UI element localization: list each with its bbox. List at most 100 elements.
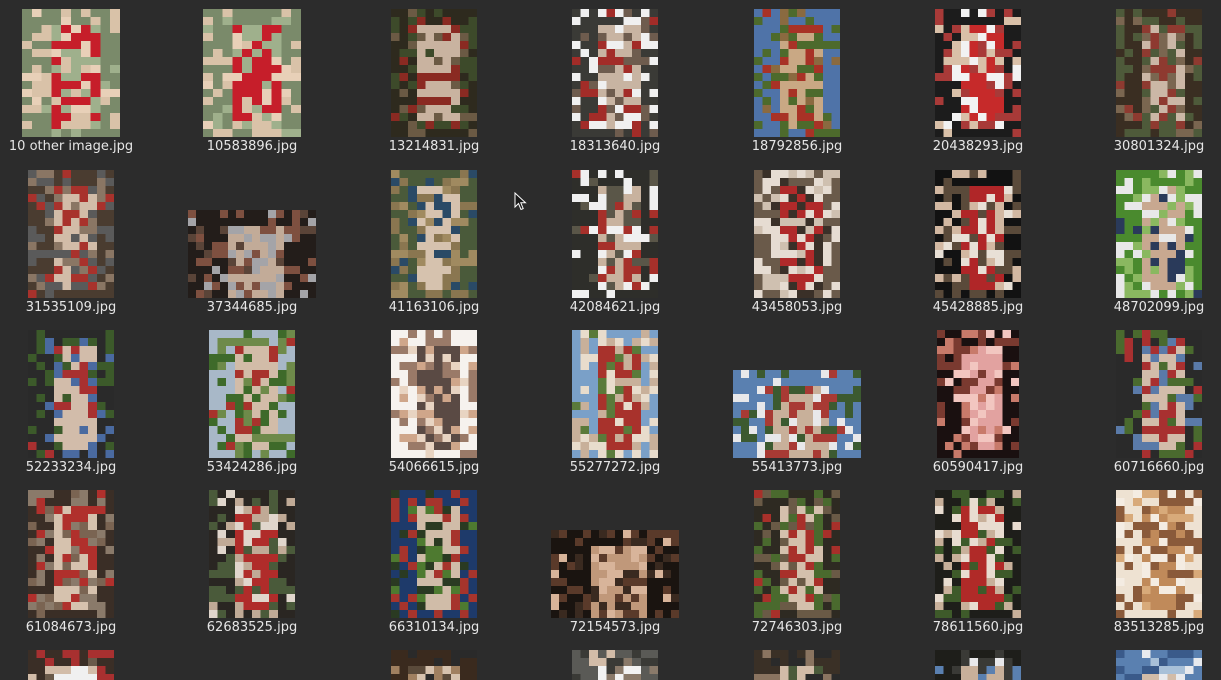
file-name-label: 10583896.jpg bbox=[206, 139, 298, 154]
image-thumbnail[interactable] bbox=[754, 170, 840, 298]
file-name-label: 55277272.jpg bbox=[569, 460, 661, 475]
file-item[interactable] bbox=[364, 650, 504, 680]
file-item[interactable]: 13214831.jpg bbox=[364, 9, 504, 169]
file-item[interactable]: 10583896.jpg bbox=[182, 9, 322, 169]
mouse-pointer-icon bbox=[514, 192, 527, 211]
file-name-label: 45428885.jpg bbox=[932, 300, 1024, 315]
file-name-label: 42084621.jpg bbox=[569, 300, 661, 315]
file-item[interactable]: 53424286.jpg bbox=[182, 330, 322, 490]
file-name-label: 72746303.jpg bbox=[751, 620, 843, 635]
file-item[interactable]: 62683525.jpg bbox=[182, 490, 322, 650]
file-item[interactable]: 30801324.jpg bbox=[1089, 9, 1221, 169]
file-item[interactable]: 55413773.jpg bbox=[727, 330, 867, 490]
file-item[interactable]: 83513285.jpg bbox=[1089, 490, 1221, 650]
image-thumbnail[interactable] bbox=[935, 170, 1021, 298]
thumbnail-container bbox=[1, 330, 141, 458]
image-thumbnail[interactable] bbox=[22, 9, 120, 137]
image-thumbnail[interactable] bbox=[935, 650, 1021, 680]
file-name-label: 72154573.jpg bbox=[569, 620, 661, 635]
file-item[interactable]: 31535109.jpg bbox=[1, 170, 141, 330]
file-name-label: 18313640.jpg bbox=[569, 139, 661, 154]
image-thumbnail[interactable] bbox=[1116, 170, 1202, 298]
image-thumbnail[interactable] bbox=[754, 490, 840, 618]
file-item[interactable]: 18792856.jpg bbox=[727, 9, 867, 169]
image-thumbnail[interactable] bbox=[937, 330, 1019, 458]
file-name-label: 60590417.jpg bbox=[932, 460, 1024, 475]
file-item[interactable]: 41163106.jpg bbox=[364, 170, 504, 330]
file-item[interactable]: 45428885.jpg bbox=[908, 170, 1048, 330]
image-thumbnail[interactable] bbox=[28, 170, 114, 298]
file-name-label: 41163106.jpg bbox=[388, 300, 480, 315]
image-thumbnail[interactable] bbox=[572, 9, 658, 137]
thumbnail-container bbox=[182, 9, 322, 137]
image-thumbnail[interactable] bbox=[935, 490, 1021, 618]
file-name-label: 18792856.jpg bbox=[751, 139, 843, 154]
thumbnail-container bbox=[1089, 170, 1221, 298]
file-item[interactable]: 61084673.jpg bbox=[1, 490, 141, 650]
file-item[interactable] bbox=[545, 650, 685, 680]
file-name-label: 60716660.jpg bbox=[1113, 460, 1205, 475]
image-thumbnail[interactable] bbox=[572, 170, 658, 298]
thumbnail-container bbox=[364, 490, 504, 618]
file-item[interactable]: 20438293.jpg bbox=[908, 9, 1048, 169]
file-item[interactable] bbox=[1, 650, 141, 680]
file-item[interactable]: 10 other image.jpg bbox=[1, 9, 141, 169]
image-thumbnail[interactable] bbox=[209, 330, 295, 458]
file-name-label: 52233234.jpg bbox=[25, 460, 117, 475]
file-item[interactable]: 52233234.jpg bbox=[1, 330, 141, 490]
thumbnail-container bbox=[545, 9, 685, 137]
file-item[interactable]: 60716660.jpg bbox=[1089, 330, 1221, 490]
image-thumbnail[interactable] bbox=[935, 9, 1021, 137]
file-item[interactable]: 55277272.jpg bbox=[545, 330, 685, 490]
image-thumbnail[interactable] bbox=[1116, 490, 1202, 618]
file-item[interactable]: 48702099.jpg bbox=[1089, 170, 1221, 330]
file-item[interactable]: 54066615.jpg bbox=[364, 330, 504, 490]
image-thumbnail[interactable] bbox=[754, 650, 840, 680]
image-thumbnail[interactable] bbox=[28, 330, 114, 458]
image-thumbnail[interactable] bbox=[391, 650, 477, 680]
image-thumbnail[interactable] bbox=[188, 210, 316, 298]
image-thumbnail[interactable] bbox=[391, 330, 477, 458]
thumbnail-container bbox=[1, 9, 141, 137]
file-item[interactable] bbox=[182, 650, 322, 680]
image-thumbnail[interactable] bbox=[1116, 9, 1202, 137]
file-item[interactable] bbox=[1089, 650, 1221, 680]
file-item[interactable]: 60590417.jpg bbox=[908, 330, 1048, 490]
file-item[interactable] bbox=[727, 650, 867, 680]
image-thumbnail[interactable] bbox=[1116, 650, 1202, 680]
file-name-label: 54066615.jpg bbox=[388, 460, 480, 475]
file-item[interactable]: 43458053.jpg bbox=[727, 170, 867, 330]
file-item[interactable]: 72746303.jpg bbox=[727, 490, 867, 650]
image-thumbnail[interactable] bbox=[551, 530, 679, 618]
thumbnail-container bbox=[182, 650, 322, 680]
thumbnail-container bbox=[364, 9, 504, 137]
file-item[interactable]: 78611560.jpg bbox=[908, 490, 1048, 650]
image-thumbnail[interactable] bbox=[203, 9, 301, 137]
file-name-label: 30801324.jpg bbox=[1113, 139, 1205, 154]
image-thumbnail[interactable] bbox=[572, 650, 658, 680]
file-name-label: 78611560.jpg bbox=[932, 620, 1024, 635]
image-thumbnail[interactable] bbox=[391, 170, 477, 298]
file-item[interactable]: 18313640.jpg bbox=[545, 9, 685, 169]
image-thumbnail[interactable] bbox=[28, 490, 114, 618]
image-thumbnail[interactable] bbox=[1116, 330, 1202, 458]
image-thumbnail[interactable] bbox=[209, 490, 295, 618]
image-thumbnail[interactable] bbox=[733, 370, 861, 458]
file-item[interactable] bbox=[908, 650, 1048, 680]
image-thumbnail[interactable] bbox=[391, 490, 477, 618]
image-thumbnail[interactable] bbox=[391, 9, 477, 137]
thumbnail-container bbox=[727, 9, 867, 137]
file-name-label: 37344685.jpg bbox=[206, 300, 298, 315]
image-thumbnail[interactable] bbox=[572, 330, 658, 458]
file-name-label: 31535109.jpg bbox=[25, 300, 117, 315]
file-item[interactable]: 42084621.jpg bbox=[545, 170, 685, 330]
file-item[interactable]: 72154573.jpg bbox=[545, 490, 685, 650]
file-name-label: 13214831.jpg bbox=[388, 139, 480, 154]
image-thumbnail[interactable] bbox=[28, 650, 114, 680]
file-name-label: 62683525.jpg bbox=[206, 620, 298, 635]
thumbnail-container bbox=[545, 650, 685, 680]
file-item[interactable]: 66310134.jpg bbox=[364, 490, 504, 650]
image-thumbnail[interactable] bbox=[754, 9, 840, 137]
file-item[interactable]: 37344685.jpg bbox=[182, 170, 322, 330]
